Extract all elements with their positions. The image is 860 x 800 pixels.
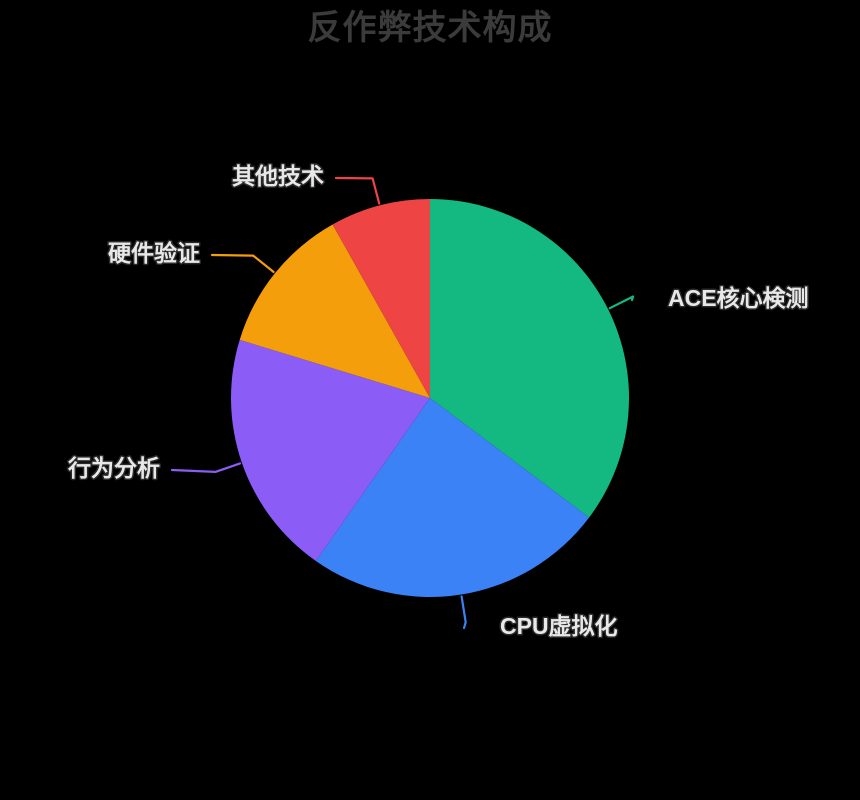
pie-slice-4[interactable] (332, 199, 430, 398)
pie-leader-lines-group (170, 176, 635, 630)
pie-slices-group (231, 199, 630, 597)
slice-label-1: CPU虚拟化 (500, 613, 618, 639)
leader-line-4 (334, 176, 381, 205)
pie-slice-labels-group: ACE核心検测 CPU虚拟化 行为分析 硬件验证 其他技术 (66, 162, 811, 641)
slice-label-0: ACE核心検测 (668, 285, 809, 311)
pie-slice-2[interactable] (231, 339, 430, 562)
leader-line-2 (170, 462, 242, 473)
slice-label-3: 硬件验证 (108, 240, 200, 266)
pie-slice-3[interactable] (239, 224, 430, 398)
chart-title: 反作弊技术构成 (307, 9, 553, 47)
pie-slice-0[interactable] (430, 199, 630, 518)
leader-line-0 (608, 295, 635, 310)
pie-slice-1[interactable] (315, 398, 590, 597)
slice-label-2: 行为分析 (67, 455, 160, 481)
slice-label-4: 其他技术 (232, 163, 324, 189)
leader-line-1 (460, 595, 467, 630)
leader-line-3 (210, 253, 275, 273)
